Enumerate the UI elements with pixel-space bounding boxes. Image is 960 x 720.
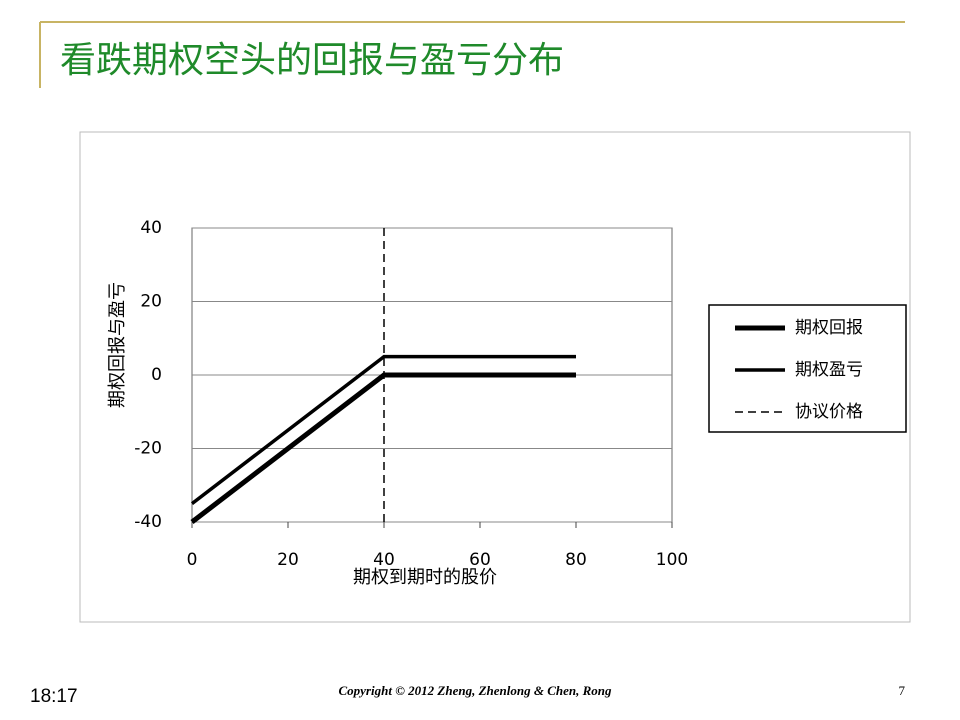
y-tick-label: 20 [140,292,162,312]
legend-label: 期权盈亏 [795,360,863,380]
x-tick-label: 60 [469,550,491,570]
y-tick-label: -40 [134,512,162,532]
series-line [190,354,576,506]
slide-title: 看跌期权空头的回报与盈亏分布 [60,40,564,81]
copyright: Copyright © 2012 Zheng, Zhenlong & Chen,… [338,683,612,698]
y-axis-label: 期权回报与盈亏 [107,282,128,408]
y-tick-label: 40 [140,218,162,238]
x-tick-label: 40 [373,550,395,570]
x-tick-label: 20 [277,550,299,570]
time: 18:17 [30,686,78,707]
legend-label: 期权回报 [795,318,863,338]
page-number: 7 [899,683,906,698]
y-tick-label: 0 [151,365,162,385]
x-tick-label: 0 [187,550,198,570]
legend-label: 协议价格 [795,402,863,422]
y-tick-label: -20 [134,439,162,459]
x-tick-label: 80 [565,550,587,570]
x-tick-label: 100 [656,550,688,570]
x-axis-label: 期权到期时的股价 [353,567,497,588]
